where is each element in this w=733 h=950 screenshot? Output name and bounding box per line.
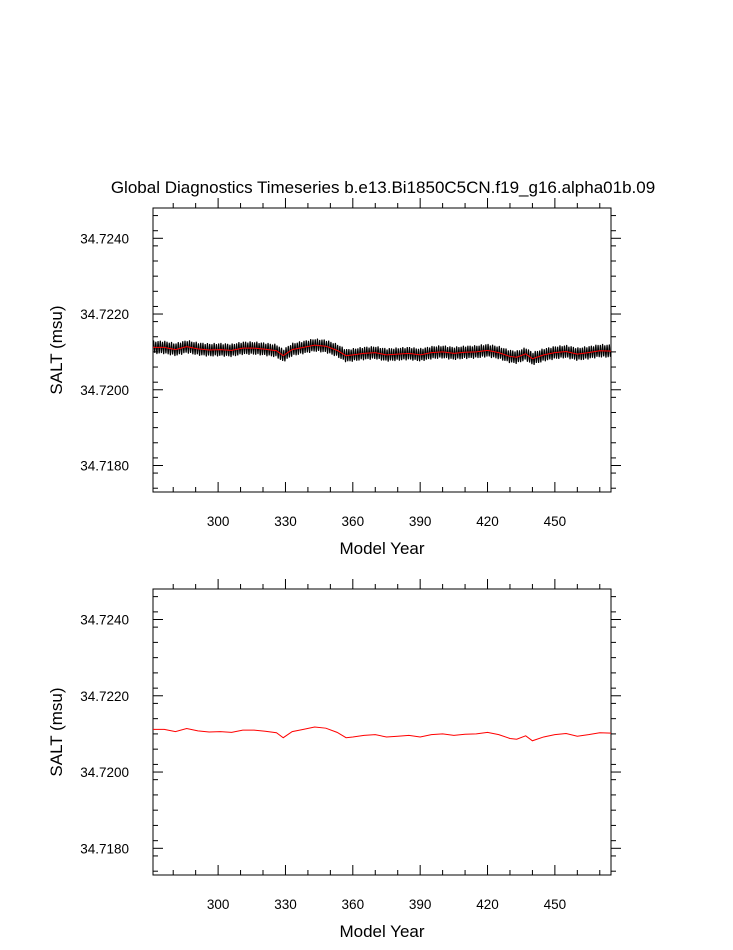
x-tick-label: 450	[544, 514, 567, 529]
x-tick-label: 360	[342, 514, 365, 529]
y-axis-label: SALT (msu)	[47, 687, 66, 776]
chart-panel: 300 330 360 390 420 450 34.7180 34.7200 34.7220 3…	[47, 198, 621, 558]
y-tick-label: 34.7200	[80, 765, 129, 780]
y-tick-label: 34.7220	[80, 307, 129, 322]
x-tick-label: 390	[409, 897, 432, 912]
x-tick-label: 300	[207, 897, 230, 912]
x-tick-label: 330	[274, 897, 297, 912]
x-axis-label: Model Year	[339, 539, 424, 558]
x-tick-label: 420	[476, 897, 499, 912]
y-tick-label: 34.7200	[80, 383, 129, 398]
y-tick-label: 34.7240	[80, 231, 129, 246]
y-tick-label: 34.7180	[80, 841, 129, 856]
monthly-series-line	[153, 338, 611, 366]
chart-panel: 300 330 360 390 420 450 34.7180 34.7200 34.7220 3…	[47, 579, 621, 941]
plot-data	[153, 726, 611, 742]
x-tick-label: 360	[342, 897, 365, 912]
x-tick-label: 450	[544, 897, 567, 912]
annual-mean-line	[153, 726, 611, 742]
y-tick-label: 34.7220	[80, 689, 129, 704]
y-tick-label: 34.7180	[80, 458, 129, 473]
annual-mean-line	[153, 344, 611, 360]
x-tick-label: 330	[274, 514, 297, 529]
y-axis-label: SALT (msu)	[47, 305, 66, 394]
x-tick-label: 420	[476, 514, 499, 529]
y-tick-label: 34.7240	[80, 613, 129, 628]
x-tick-label: 390	[409, 514, 432, 529]
x-axis-label: Model Year	[339, 922, 424, 941]
plot-data	[153, 338, 611, 366]
plot-frame	[152, 588, 612, 876]
x-tick-label: 300	[207, 514, 230, 529]
chart-title: Global Diagnostics Timeseries b.e13.Bi18…	[111, 178, 655, 197]
